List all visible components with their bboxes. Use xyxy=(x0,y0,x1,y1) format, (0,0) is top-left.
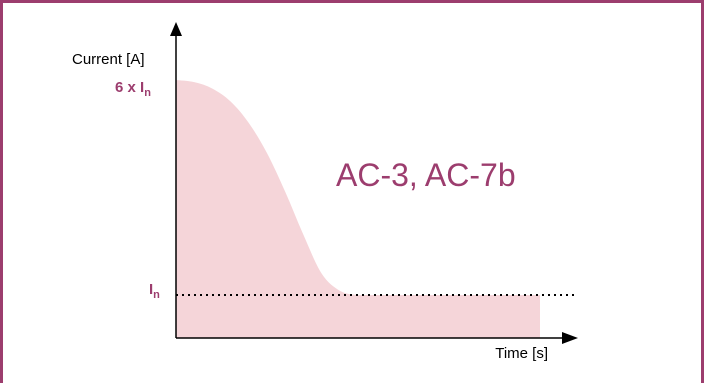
y-axis-label: Current [A] xyxy=(72,51,145,68)
x-axis-label: Time [s] xyxy=(495,345,548,362)
utilization-category-annotation: AC-3, AC-7b xyxy=(336,157,516,193)
y-tick-rated-sub: n xyxy=(153,289,160,301)
y-tick-peak-sub: n xyxy=(144,87,151,99)
current-curve-area xyxy=(176,80,540,338)
y-tick-rated-main: I xyxy=(149,281,153,298)
y-tick-peak-current: 6 x In xyxy=(115,79,151,99)
y-axis-arrow-icon xyxy=(170,22,182,36)
x-axis-arrow-icon xyxy=(562,332,578,344)
y-tick-rated-current: In xyxy=(149,281,160,301)
y-tick-peak-main: 6 x I xyxy=(115,79,144,96)
